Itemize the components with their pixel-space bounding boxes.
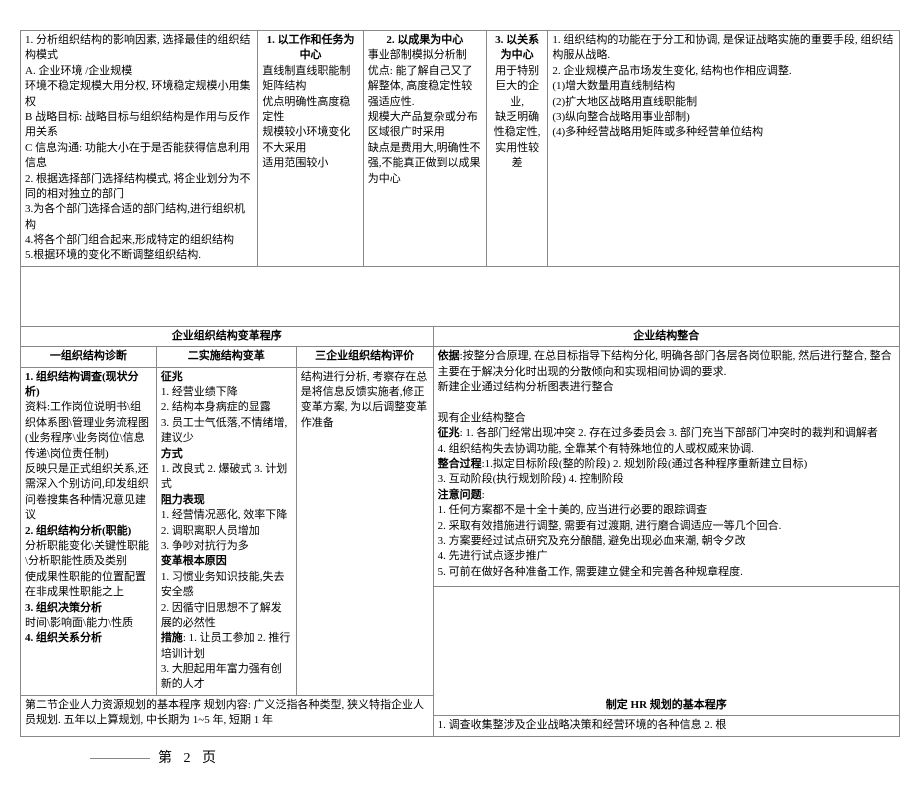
structure-integration: 企业结构整合 依据:按整分合原理, 在总目标指导下结构分化, 明确各部门各层各岗…: [434, 327, 900, 696]
top-section: 1. 分析组织结构的影响因素, 选择最佳的组织结构模式 A. 企业环境 /企业规…: [20, 30, 900, 267]
cell-center-3: 3. 以关系为中心 用于特别巨大的企业,缺乏明确性稳定性,实用性较差: [487, 31, 549, 267]
c4-body: 用于特别巨大的企业,缺乏明确性稳定性,实用性较差: [491, 64, 544, 172]
right-body: 依据:按整分合原理, 在总目标指导下结构分化, 明确各部门各层各岗位职能, 然后…: [434, 347, 899, 587]
hr-planning-left: 第二节企业人力资源规划的基本程序 规划内容: 广义泛指各种类型, 狭义特指企业人…: [20, 696, 434, 737]
hr-title: 制定 HR 规划的基本程序: [434, 696, 899, 716]
right-sec-title: 企业结构整合: [434, 327, 899, 347]
middle-section: 企业组织结构变革程序 一组织结构诊断 二实施结构变革 三企业组织结构评价 1. …: [20, 327, 900, 696]
three-col-header: 一组织结构诊断 二实施结构变革 三企业组织结构评价: [21, 347, 433, 367]
c3-title: 2. 以成果为中心: [368, 33, 482, 48]
bottom-section: 第二节企业人力资源规划的基本程序 规划内容: 广义泛指各种类型, 狭义特指企业人…: [20, 696, 900, 737]
th3: 三企业组织结构评价: [297, 347, 433, 367]
c5-text: 1. 组织结构的功能在于分工和协调, 是保证战略实施的重要手段, 组织结构服从战…: [552, 34, 893, 138]
left-sec-title: 企业组织结构变革程序: [21, 327, 433, 347]
th2: 二实施结构变革: [157, 347, 297, 367]
col3-body: 结构进行分析, 考察存在总是将信息反馈实施者,修正变革方案, 为以后调整变革作准…: [297, 368, 433, 695]
three-col-body: 1. 组织结构调查(现状分析)资料:工作岗位说明书\组织体系图\管理业务流程图(…: [21, 368, 433, 696]
c2-body: 直线制直线职能制矩阵结构优点明确性高度稳定性规模较小环境变化不大采用适用范围较小: [262, 64, 358, 172]
c3-body: 事业部制模拟分析制优点: 能了解自己又了解整体, 高度稳定性较强适应性.规模大产…: [368, 48, 482, 187]
c4-title: 3. 以关系为中心: [491, 33, 544, 64]
c2-title: 1. 以工作和任务为中心: [262, 33, 358, 64]
footer-line: [90, 758, 150, 759]
hr-planning-right: 制定 HR 规划的基本程序 1. 调查收集整涉及企业战略决策和经营环境的各种信息…: [434, 696, 900, 737]
page-footer: 第 2 页: [20, 737, 900, 769]
cell-center-1: 1. 以工作和任务为中心 直线制直线职能制矩阵结构优点明确性高度稳定性规模较小环…: [258, 31, 363, 267]
cell-right: 1. 组织结构的功能在于分工和协调, 是保证战略实施的重要手段, 组织结构服从战…: [548, 31, 900, 267]
cell-center-2: 2. 以成果为中心 事业部制模拟分析制优点: 能了解自己又了解整体, 高度稳定性…: [364, 31, 487, 267]
page-number: 第 2 页: [158, 751, 220, 766]
col2-body: 征兆1. 经营业绩下降2. 结构本身病症的显露3. 员工士气低落,不情绪增,建议…: [157, 368, 297, 695]
th1: 一组织结构诊断: [21, 347, 157, 367]
cell-factors: 1. 分析组织结构的影响因素, 选择最佳的组织结构模式 A. 企业环境 /企业规…: [21, 31, 258, 267]
col1-body: 1. 组织结构调查(现状分析)资料:工作岗位说明书\组织体系图\管理业务流程图(…: [21, 368, 157, 695]
change-procedure: 企业组织结构变革程序 一组织结构诊断 二实施结构变革 三企业组织结构评价 1. …: [20, 327, 434, 696]
gap-row: [20, 267, 900, 327]
hr-body: 1. 调查收集整涉及企业战略决策和经营环境的各种信息 2. 根: [434, 716, 899, 735]
text: 1. 分析组织结构的影响因素, 选择最佳的组织结构模式 A. 企业环境 /企业规…: [25, 34, 251, 261]
